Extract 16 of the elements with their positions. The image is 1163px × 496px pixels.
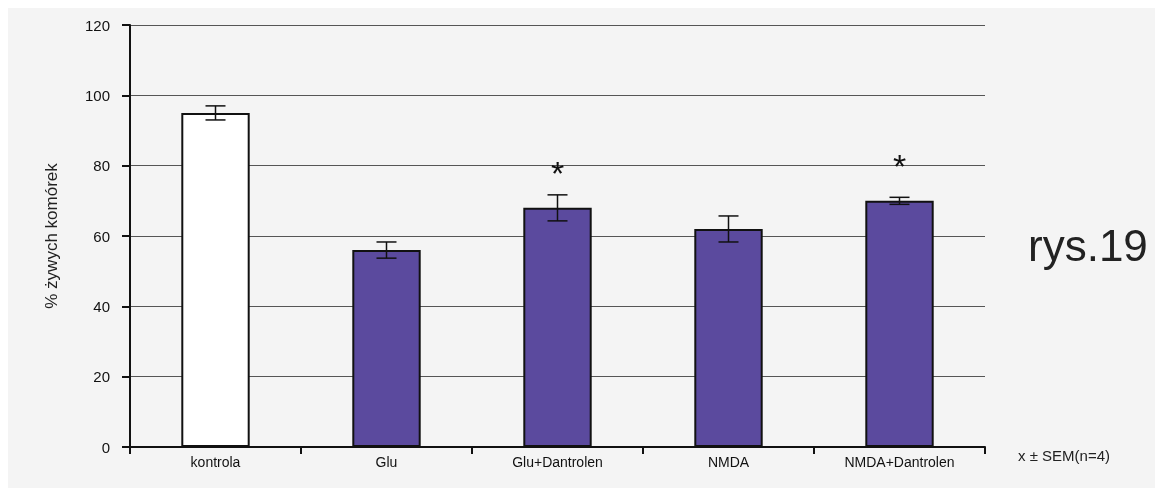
y-tick-label: 100 — [84, 86, 110, 104]
y-tick-label: 40 — [93, 297, 110, 315]
text: x ± SEM(n=4) — [1018, 447, 1111, 464]
x-tick-label: NMDA — [707, 454, 750, 470]
x-tick-label: Glu — [375, 454, 398, 470]
x-tick-label: kontrola — [190, 454, 241, 470]
y-tick-label: 20 — [93, 368, 110, 386]
y-tick-label: 0 — [101, 438, 110, 456]
y-tick-label: 60 — [93, 227, 110, 245]
annotation: * — [550, 153, 565, 192]
y-tick-label: 120 — [84, 16, 110, 34]
y-tick-label: 80 — [93, 157, 110, 175]
x-tick-label: NMDA+Dantrolen — [844, 454, 955, 470]
x-tick-label: Glu+Dantrolen — [512, 454, 603, 470]
y-axis-title: % żywych komórek — [42, 162, 61, 309]
text: rys.19 — [1028, 220, 1148, 270]
